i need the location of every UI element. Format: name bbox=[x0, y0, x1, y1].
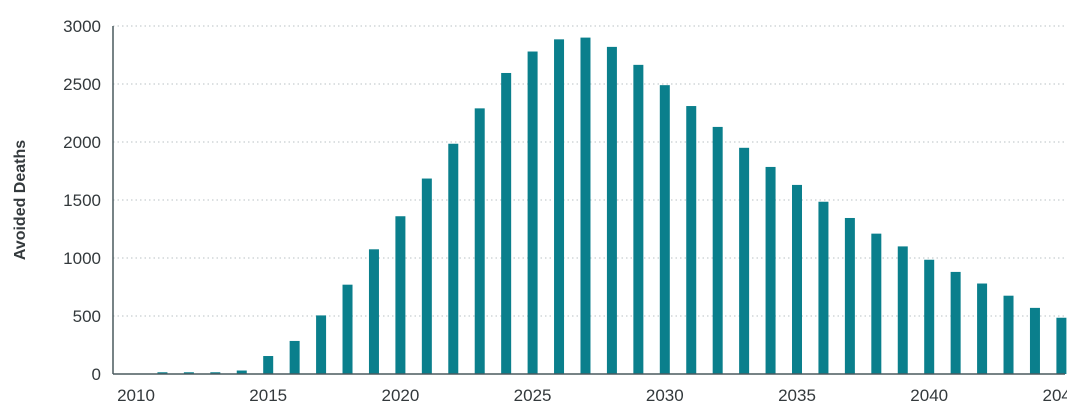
bar-2039 bbox=[897, 246, 908, 374]
bar-2013 bbox=[210, 372, 221, 374]
bar-2038 bbox=[871, 233, 882, 374]
bar-2011 bbox=[157, 372, 168, 374]
bars bbox=[157, 37, 1067, 375]
x-tick-label-2045: 2045 bbox=[1042, 386, 1067, 405]
bar-2036 bbox=[818, 201, 829, 374]
bar-2033 bbox=[739, 147, 750, 374]
bar-2018 bbox=[342, 284, 353, 374]
bar-2014 bbox=[236, 370, 247, 374]
bar-2037 bbox=[844, 217, 855, 374]
bar-2020 bbox=[395, 216, 406, 374]
bar-2012 bbox=[183, 372, 194, 374]
bar-2023 bbox=[474, 108, 485, 375]
y-axis-label: Avoided Deaths bbox=[12, 140, 29, 260]
y-tick-label-1500: 1500 bbox=[63, 191, 101, 210]
x-tick-label-2025: 2025 bbox=[514, 386, 552, 405]
bar-2019 bbox=[368, 249, 379, 374]
bar-2040 bbox=[924, 259, 935, 374]
bar-2031 bbox=[686, 106, 697, 374]
bar-2024 bbox=[501, 72, 512, 374]
bar-2028 bbox=[606, 46, 617, 374]
bar-2044 bbox=[1029, 307, 1040, 374]
bar-2042 bbox=[977, 283, 988, 374]
bar-2043 bbox=[1003, 295, 1014, 374]
x-tick-label-2010: 2010 bbox=[117, 386, 155, 405]
y-tick-labels: 0 500 1000 1500 2000 2500 3000 bbox=[63, 17, 101, 384]
y-tick-label-0: 0 bbox=[92, 365, 101, 384]
bar-2016 bbox=[289, 340, 300, 374]
x-tick-labels: 2010 2015 2020 2025 2030 2035 2040 2045 bbox=[117, 386, 1067, 405]
bar-2041 bbox=[950, 271, 961, 374]
y-tick-label-3000: 3000 bbox=[63, 17, 101, 36]
bar-2022 bbox=[448, 143, 459, 374]
bar-2029 bbox=[633, 64, 644, 375]
bar-2027 bbox=[580, 37, 591, 374]
x-tick-label-2020: 2020 bbox=[381, 386, 419, 405]
bar-2045 bbox=[1056, 317, 1067, 374]
bar-2015 bbox=[263, 356, 274, 374]
x-tick-label-2040: 2040 bbox=[910, 386, 948, 405]
x-tick-label-2035: 2035 bbox=[778, 386, 816, 405]
bar-2025 bbox=[527, 51, 538, 375]
bar-2021 bbox=[421, 178, 432, 374]
bar-2034 bbox=[765, 166, 776, 374]
x-tick-label-2030: 2030 bbox=[646, 386, 684, 405]
bar-2017 bbox=[316, 315, 327, 374]
bar-2035 bbox=[792, 184, 802, 374]
y-tick-label-1000: 1000 bbox=[63, 249, 101, 268]
bar-2032 bbox=[712, 126, 723, 374]
x-tick-label-2015: 2015 bbox=[249, 386, 287, 405]
axes bbox=[112, 26, 1065, 375]
y-tick-label-2000: 2000 bbox=[63, 133, 101, 152]
bar-2030 bbox=[659, 85, 670, 374]
bar-2026 bbox=[554, 39, 565, 375]
y-tick-label-500: 500 bbox=[73, 307, 101, 326]
y-tick-label-2500: 2500 bbox=[63, 75, 101, 94]
